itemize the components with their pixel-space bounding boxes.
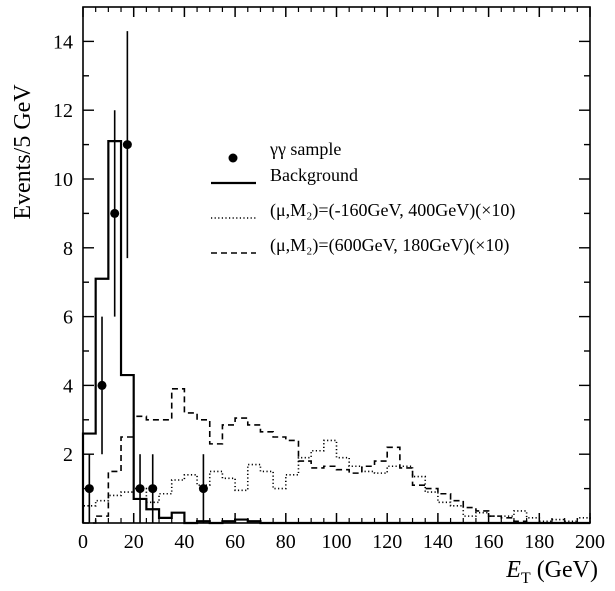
- legend-label-sig1: (μ,M₂)=(-160GeV, 400GeV)(×10): [270, 200, 515, 221]
- series-bkg-histogram: [81, 140, 590, 525]
- data-point: [97, 380, 107, 390]
- x-tick-label: 40: [174, 531, 194, 553]
- data-point: [84, 484, 94, 494]
- series-sig1-histogram: [82, 439, 591, 523]
- legend-label-sig2: (μ,M₂)=(600GeV, 180GeV)(×10): [270, 235, 509, 256]
- y-axis: 2 4 6 8 10 12 14: [53, 31, 590, 490]
- y-tick-label: 2: [63, 444, 73, 466]
- x-axis-title-sub: T: [521, 570, 531, 587]
- data-point: [135, 484, 145, 494]
- data-point: [148, 484, 158, 494]
- x-tick-label: 60: [225, 531, 245, 553]
- x-axis-title-main: E: [505, 557, 521, 583]
- legend-label-data: γγ sample: [269, 139, 341, 159]
- series-sig2-histogram: [83, 388, 590, 524]
- y-tick-label: 4: [63, 375, 73, 397]
- data-point: [122, 140, 132, 150]
- series-layer: [81, 140, 591, 525]
- x-axis-title-unit: (GeV): [531, 557, 598, 583]
- x-tick-label: 0: [78, 531, 88, 553]
- x-axis: 0 20 40 60 80 100 120 140 160 180 200: [78, 7, 605, 553]
- legend-label-bkg: Background: [270, 165, 358, 185]
- y-tick-label: 14: [53, 31, 73, 53]
- y-tick-label: 10: [53, 169, 73, 191]
- y-axis-title: Events/5 GeV: [10, 84, 36, 220]
- x-axis-title: ET (GeV): [505, 557, 598, 587]
- data-point: [110, 208, 120, 218]
- y-tick-label: 12: [53, 100, 73, 122]
- data-points-layer: [84, 31, 208, 523]
- legend-marker-data: [228, 153, 238, 163]
- x-tick-label: 200: [575, 531, 605, 553]
- x-tick-label: 20: [124, 531, 144, 553]
- x-tick-label: 80: [276, 531, 296, 553]
- data-point: [198, 484, 208, 494]
- x-tick-label: 180: [524, 531, 554, 553]
- x-tick-label: 140: [423, 531, 453, 553]
- x-tick-label: 120: [372, 531, 402, 553]
- y-tick-label: 8: [63, 238, 73, 260]
- x-tick-label: 100: [322, 531, 352, 553]
- x-tick-label: 160: [474, 531, 504, 553]
- legend: γγ sample Background (μ,M₂)=(-160GeV, 400G…: [211, 139, 515, 256]
- y-tick-label: 6: [63, 307, 73, 329]
